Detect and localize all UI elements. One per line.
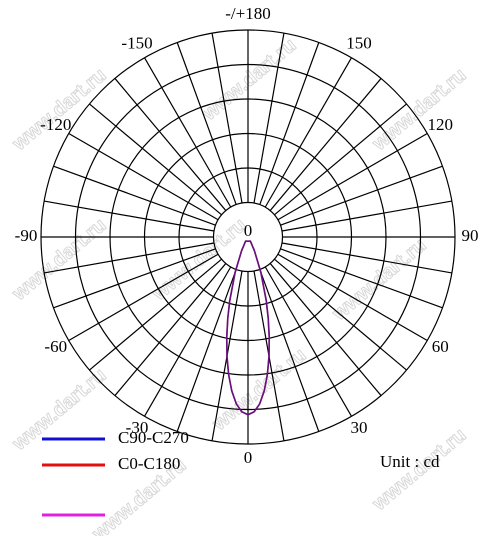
grid-spoke [280,165,443,226]
angle-tick-label: 0 [244,448,253,467]
legend-label: C90-C270 [118,428,189,447]
angle-tick-label: 120 [428,115,454,134]
grid-spoke [269,263,382,396]
grid-spoke [280,248,443,309]
grid-spoke [264,266,353,417]
grid-spoke [274,258,407,371]
watermark: www.dart.ru [8,364,111,455]
grid-spoke [89,258,222,371]
grid-spoke [259,42,320,205]
grid-spoke [264,57,353,208]
grid-spoke [143,57,232,208]
angle-tick-label: 60 [432,337,449,356]
grid-spoke [44,242,215,274]
angle-tick-label: 150 [346,34,372,53]
angle-tick-label: -150 [121,34,152,53]
grid-spoke [44,200,215,232]
grid-spoke [176,42,237,205]
grid-spoke [274,103,407,216]
angle-tick-label: 30 [351,418,368,437]
angle-tick-label: -/+180 [225,4,270,23]
angle-tick-label: 90 [462,226,479,245]
watermark: www.dart.ru [208,344,311,435]
grid-spoke [281,242,452,274]
angle-tick-label: -90 [15,226,38,245]
grid-spoke [68,253,219,342]
series-line [225,240,271,416]
grid-spoke [89,103,222,216]
origin-label: 0 [244,221,253,240]
unit-label: Unit : cd [380,452,440,471]
grid-spoke [277,253,428,342]
angle-tick-label: -30 [126,418,149,437]
watermark: www.dart.ru [198,34,301,125]
grid-spoke [269,78,382,211]
grid-spoke [176,269,237,432]
angle-tick-label: -120 [40,115,71,134]
angle-tick-label: -60 [44,337,67,356]
grid-spoke [114,263,227,396]
grid-spoke [259,269,320,432]
watermark: www.dart.ru [8,64,111,155]
legend-label: C0-C180 [118,454,180,473]
grid-spoke [211,33,243,204]
grid-spoke [53,248,216,309]
grid-spoke [143,266,232,417]
grid-spoke [114,78,227,211]
grid-spoke [281,200,452,232]
grid-spoke [253,33,285,204]
grid-spoke [53,165,216,226]
grid-spoke [277,132,428,221]
watermark: www.dart.ru [368,64,471,155]
grid-spoke [68,132,219,221]
